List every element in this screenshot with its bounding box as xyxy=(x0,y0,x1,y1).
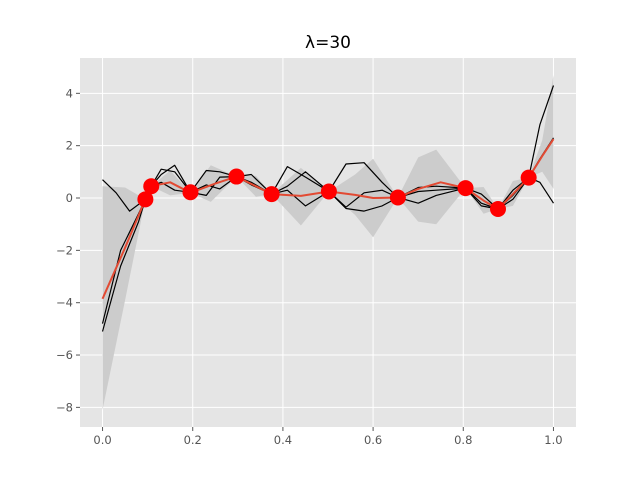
observation-point xyxy=(320,183,337,200)
chart-title: λ=30 xyxy=(305,33,351,53)
observation-point xyxy=(182,184,199,201)
x-tick-label: 0.2 xyxy=(184,433,202,447)
x-tick-label: 0.8 xyxy=(454,433,472,447)
confidence-band xyxy=(102,75,554,410)
plot-area xyxy=(80,58,576,427)
observation-point xyxy=(143,178,160,195)
observation-point xyxy=(520,169,537,186)
observation-point xyxy=(228,168,245,185)
y-tick-label: 0 xyxy=(66,191,73,205)
x-tick-label: 0.4 xyxy=(274,433,292,447)
x-axis-ticks: 0.0 0.2 0.4 0.6 0.8 1.0 xyxy=(93,427,563,447)
y-tick-label: −4 xyxy=(56,296,73,310)
x-tick-label: 0.6 xyxy=(364,433,382,447)
observation-point xyxy=(489,201,506,218)
y-axis-ticks: −8 −6 −4 −2 0 2 4 xyxy=(56,86,80,414)
y-tick-label: 4 xyxy=(66,86,73,100)
x-tick-label: 0.0 xyxy=(93,433,111,447)
y-tick-label: −8 xyxy=(56,400,73,414)
observation-points xyxy=(137,168,537,218)
sample-curve-3 xyxy=(101,137,555,332)
y-tick-label: 2 xyxy=(66,139,73,153)
y-tick-label: −2 xyxy=(56,243,73,257)
x-tick-label: 1.0 xyxy=(544,433,562,447)
y-tick-label: −6 xyxy=(56,348,73,362)
observation-point xyxy=(137,191,154,208)
observation-point xyxy=(457,180,474,197)
sample-curve-2 xyxy=(101,85,555,324)
observation-point xyxy=(389,189,406,206)
observation-point xyxy=(263,186,280,203)
